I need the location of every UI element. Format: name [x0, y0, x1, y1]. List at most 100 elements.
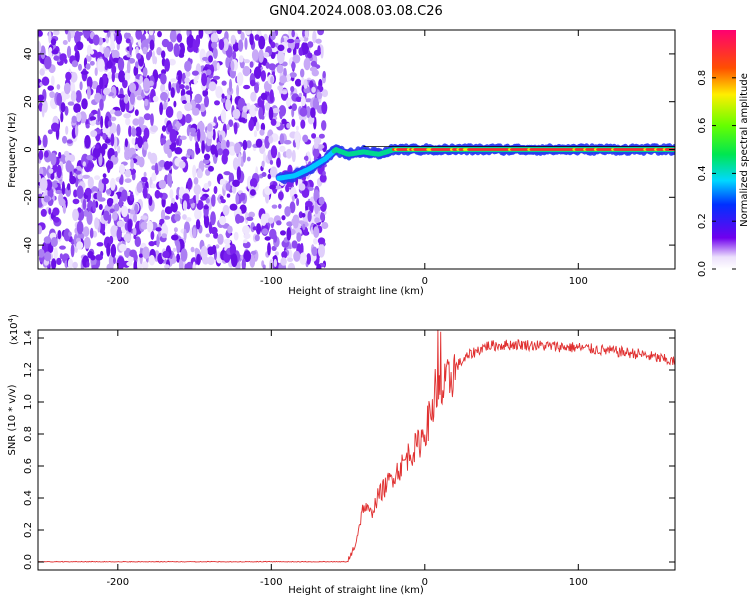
noise-blob [94, 175, 101, 181]
snr-line [38, 330, 675, 563]
noise-blob [150, 125, 159, 133]
noise-blob [208, 40, 213, 52]
noise-blob [258, 107, 264, 120]
noise-blob [99, 98, 104, 111]
noise-blob [254, 234, 260, 242]
noise-blob [181, 156, 188, 161]
noise-blob [193, 177, 199, 185]
noise-blob [194, 247, 199, 255]
noise-blob [304, 155, 309, 162]
noise-blob [258, 62, 262, 69]
noise-blob [121, 205, 129, 218]
noise-blob [161, 125, 167, 132]
noise-blob [315, 38, 322, 44]
noise-blob [204, 30, 212, 35]
snr-ticks: -200 -100 0 100 0.0 0.2 0.4 0.6 0.8 1.0 1.2 1.4 [23, 330, 675, 588]
snr-multiplier-close: ) [9, 314, 20, 318]
noise-blob [165, 110, 173, 117]
noise-blob [269, 89, 274, 103]
noise-blob [50, 38, 57, 46]
noise-blob [304, 30, 309, 38]
noise-blob [204, 95, 209, 108]
noise-blob [243, 239, 248, 244]
noise-blob [89, 227, 94, 239]
noise-blob [213, 186, 218, 194]
noise-blob [190, 132, 198, 137]
noise-blob [97, 108, 101, 123]
noise-blob [238, 153, 242, 167]
colorbar-tick-label: 0.6 [697, 118, 708, 134]
colorbar-ticks: 0.0 0.2 0.4 0.6 0.8 [697, 70, 736, 277]
noise-blob [170, 202, 174, 211]
noise-blob [127, 255, 134, 263]
noise-blob [106, 263, 114, 269]
noise-blob [152, 50, 156, 65]
noise-blob [250, 91, 257, 102]
snr-frame [37, 329, 676, 571]
noise-blob [195, 219, 201, 230]
noise-blob [39, 177, 48, 192]
noise-blob [60, 102, 66, 113]
snr-y-tick-label: 0.0 [23, 554, 34, 570]
noise-blob [295, 125, 299, 131]
noise-blob [219, 134, 223, 142]
noise-blob [106, 242, 111, 257]
noise-blob [196, 253, 201, 266]
noise-blob [156, 47, 162, 56]
noise-blob [193, 76, 198, 85]
noise-blob [198, 30, 204, 39]
noise-blob [39, 81, 43, 87]
noise-blob [186, 126, 190, 137]
noise-blob [184, 113, 192, 124]
noise-blob [236, 84, 240, 97]
noise-blob [221, 93, 225, 99]
noise-blob [83, 236, 91, 249]
noise-blob [230, 34, 236, 45]
noise-blob [64, 105, 69, 116]
noise-blob [226, 123, 230, 131]
noise-blob [274, 251, 279, 256]
noise-blob [56, 93, 63, 106]
noise-blob [286, 221, 293, 227]
noise-blob [283, 139, 292, 145]
noise-blob [217, 233, 224, 245]
noise-blob [44, 56, 52, 70]
noise-blob [110, 243, 117, 258]
spectrogram-signal-track [275, 143, 675, 185]
noise-blob [254, 107, 258, 112]
noise-blob [103, 47, 111, 58]
noise-blob [101, 177, 109, 185]
noise-blob [281, 251, 288, 259]
noise-blob [143, 127, 150, 140]
noise-blob [41, 76, 50, 86]
noise-blob [179, 135, 187, 140]
noise-blob [234, 142, 242, 154]
noise-blob [124, 178, 132, 184]
noise-blob [87, 162, 95, 169]
noise-blob [128, 125, 132, 137]
noise-blob [171, 197, 175, 205]
noise-blob [162, 250, 170, 259]
noise-blob [129, 249, 137, 258]
noise-blob [75, 170, 82, 175]
noise-blob [208, 165, 214, 172]
noise-blob [287, 262, 296, 269]
noise-blob [160, 209, 166, 221]
noise-blob [296, 232, 302, 243]
noise-blob [69, 171, 73, 184]
noise-blob [120, 174, 124, 185]
noise-blob [50, 152, 57, 166]
noise-blob [158, 179, 167, 189]
noise-blob [318, 196, 325, 205]
noise-blob [97, 58, 105, 73]
noise-blob [302, 134, 309, 143]
noise-blob [255, 138, 263, 148]
noise-blob [291, 149, 296, 163]
noise-blob [112, 211, 118, 221]
noise-blob [305, 200, 313, 207]
noise-blob [291, 118, 296, 128]
noise-blob [164, 58, 171, 72]
noise-blob [81, 98, 88, 110]
noise-blob [291, 218, 297, 226]
